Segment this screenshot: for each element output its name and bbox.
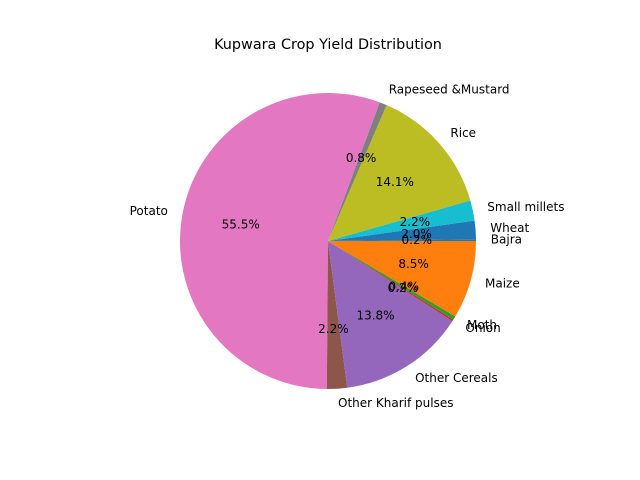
pct-bajra: 0.2%: [402, 233, 433, 247]
label-rapeseed-mustard: Rapeseed &Mustard: [389, 82, 510, 96]
chart-title: Kupwara Crop Yield Distribution: [214, 37, 442, 53]
slice-wheat: [328, 220, 476, 241]
label-potato: Potato: [130, 204, 168, 218]
pct-other-cereals: 13.8%: [356, 309, 394, 323]
pct-potato: 55.5%: [222, 217, 260, 231]
label-other-cereals: Other Cereals: [415, 371, 498, 385]
slice-onion: [328, 241, 454, 322]
pct-wheat: 2.0%: [401, 227, 432, 241]
label-bajra: Bajra: [491, 233, 522, 247]
pie-slices: [180, 93, 477, 390]
slice-other-kharif-pulses: [326, 241, 348, 390]
pct-maize: 8.5%: [398, 257, 429, 271]
slice-bajra: [328, 239, 477, 241]
slice-moth: [328, 241, 456, 320]
pct-rapeseed-mustard: 0.8%: [346, 151, 377, 165]
slice-rapeseed-mustard: [328, 102, 387, 241]
pct-onion: 0.2%: [388, 281, 419, 295]
pct-small-millets: 2.2%: [400, 215, 431, 229]
slice-rice: [328, 105, 471, 241]
slice-maize: [328, 241, 476, 317]
slice-other-cereals: [328, 241, 453, 388]
label-maize: Maize: [485, 277, 520, 291]
label-wheat: Wheat: [490, 221, 529, 235]
label-moth: Moth: [467, 318, 497, 332]
pct-rice: 14.1%: [376, 175, 414, 189]
label-small-millets: Small millets: [487, 200, 564, 214]
slice-small-millets: [328, 200, 475, 241]
label-other-kharif-pulses: Other Kharif pulses: [338, 396, 453, 410]
slice-percentages: 0.2%2.0%2.2%14.1%0.8%55.5%2.2%13.8%0.2%0…: [222, 151, 432, 336]
label-rice: Rice: [450, 126, 476, 140]
pct-other-kharif-pulses: 2.2%: [318, 322, 349, 336]
label-onion: Onion: [465, 321, 500, 335]
pct-moth: 0.4%: [389, 280, 420, 294]
slice-potato: [180, 93, 380, 390]
